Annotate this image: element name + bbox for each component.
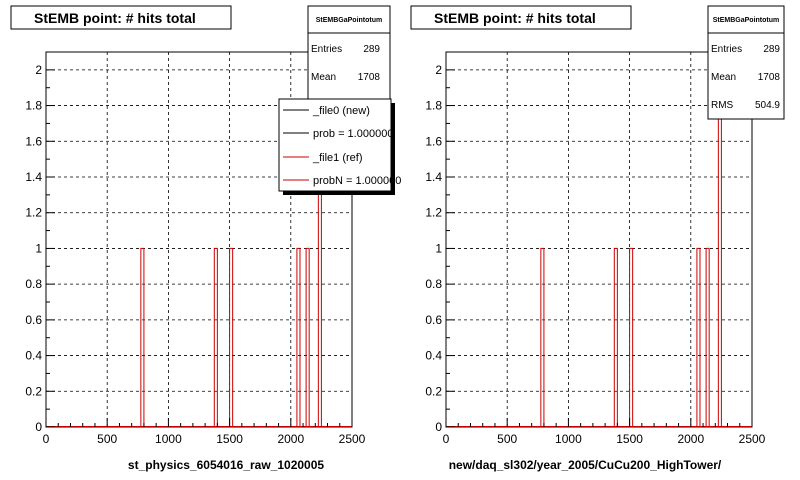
stats-box: StEMBGaPointotum Entries 289 Mean 1708 [307, 5, 391, 105]
histogram-bin [629, 247, 634, 427]
stats-frame [307, 5, 391, 105]
y-tick-label: 0.2 [425, 384, 442, 398]
histogram-panel-right: 0 500 1000 1500 2000 2500 0 0.2 0.4 0.6 0.8 1 1.2 1.4… [410, 5, 785, 472]
legend-entry-file0: _file0 (new) [312, 105, 370, 117]
y-tick-label: 2 [435, 63, 442, 77]
stats-mean-value: 1708 [758, 72, 781, 83]
y-tick-label: 1.6 [25, 134, 42, 148]
stats-name: StEMBGaPointotum [316, 17, 383, 24]
stats-entries-label: Entries [711, 44, 742, 55]
title-frame [410, 5, 632, 30]
stats-mean-value: 1708 [358, 72, 381, 83]
y-tick-label: 0.4 [25, 349, 42, 363]
x-tick-label: 2000 [277, 432, 304, 446]
histogram-bin [696, 247, 701, 427]
axes: 0 500 1000 1500 2000 2500 0 0.2 0.4 0.6 0.8 1 1.2 1.4… [425, 63, 765, 446]
stats-entries-label: Entries [311, 44, 342, 55]
x-tick-label: 2000 [677, 432, 704, 446]
stats-box: StEMBGaPointotum Entries 289 Mean 1708 R… [707, 5, 785, 120]
x-tick-label: 0 [43, 432, 50, 446]
histogram-bin [305, 247, 310, 427]
stats-mean-label: Mean [311, 72, 336, 83]
title-frame [10, 5, 232, 30]
axes: 0 500 1000 1500 2000 2500 0 0.2 0.4 0.6 0.8 1 1.2 1.4… [25, 63, 365, 446]
stats-rms-value: 504.9 [755, 100, 780, 111]
stats-rms-label: RMS [711, 100, 734, 111]
stats-name: StEMBGaPointotum [713, 17, 780, 24]
y-tick-label: 1.8 [425, 99, 442, 113]
y-tick-label: 0.8 [425, 277, 442, 291]
y-tick-label: 1 [435, 241, 442, 255]
y-tick-label: 1.6 [425, 134, 442, 148]
y-tick-label: 1.2 [425, 206, 442, 220]
y-tick-label: 2 [35, 63, 42, 77]
x-tick-label: 1000 [155, 432, 182, 446]
stats-frame [707, 5, 785, 120]
histogram-bin [140, 247, 145, 427]
histogram-bin [229, 247, 234, 427]
x-tick-label: 1000 [555, 432, 582, 446]
y-tick-label: 1.4 [425, 170, 442, 184]
y-tick-label: 1 [35, 241, 42, 255]
legend-frame [278, 98, 392, 192]
x-axis-label: st_physics_6054016_raw_1020005 [128, 458, 324, 472]
y-tick-label: 1.4 [25, 170, 42, 184]
y-tick-label: 0.6 [425, 313, 442, 327]
histogram-bin [213, 247, 218, 427]
stats-entries-value: 289 [363, 44, 380, 55]
y-tick-label: 1.2 [25, 206, 42, 220]
grid-lines [446, 52, 752, 427]
legend-entry-file1: _file1 (ref) [312, 152, 363, 164]
title-box: StEMB point: # hits total [10, 5, 232, 30]
x-tick-label: 2500 [339, 432, 366, 446]
x-tick-label: 1500 [616, 432, 643, 446]
histogram-bin [705, 247, 710, 427]
x-tick-label: 0 [443, 432, 450, 446]
plot-title: StEMB point: # hits total [434, 10, 596, 26]
plot-title: StEMB point: # hits total [34, 10, 196, 26]
stats-mean-label: Mean [711, 72, 736, 83]
y-tick-label: 0.6 [25, 313, 42, 327]
x-tick-label: 1500 [216, 432, 243, 446]
histogram-bin [613, 247, 618, 427]
legend-entry-prob: prob = 1.000000 [313, 128, 393, 140]
histogram-bin [296, 247, 301, 427]
histogram-bars [46, 69, 352, 427]
histogram-bin [540, 247, 545, 427]
legend-entry-probn: probN = 1.000000 [313, 175, 401, 187]
x-tick-label: 500 [97, 432, 117, 446]
stats-entries-value: 289 [763, 44, 780, 55]
title-box: StEMB point: # hits total [410, 5, 632, 30]
x-axis-label: new/daq_sl302/year_2005/CuCu200_HighTowe… [449, 458, 722, 472]
histogram-bars [446, 69, 752, 427]
y-tick-label: 0 [435, 420, 442, 434]
y-tick-label: 0.2 [25, 384, 42, 398]
y-tick-label: 0.8 [25, 277, 42, 291]
y-tick-label: 0.4 [425, 349, 442, 363]
x-tick-label: 2500 [739, 432, 766, 446]
y-tick-label: 0 [35, 420, 42, 434]
y-tick-label: 1.8 [25, 99, 42, 113]
legend: _file0 (new) prob = 1.000000 _file1 (ref… [278, 98, 401, 195]
x-tick-label: 500 [497, 432, 517, 446]
histogram-panel-left: 0 500 1000 1500 2000 2500 0 0.2 0.4 0.6 0.8 1 1.2 1.4… [10, 5, 401, 472]
